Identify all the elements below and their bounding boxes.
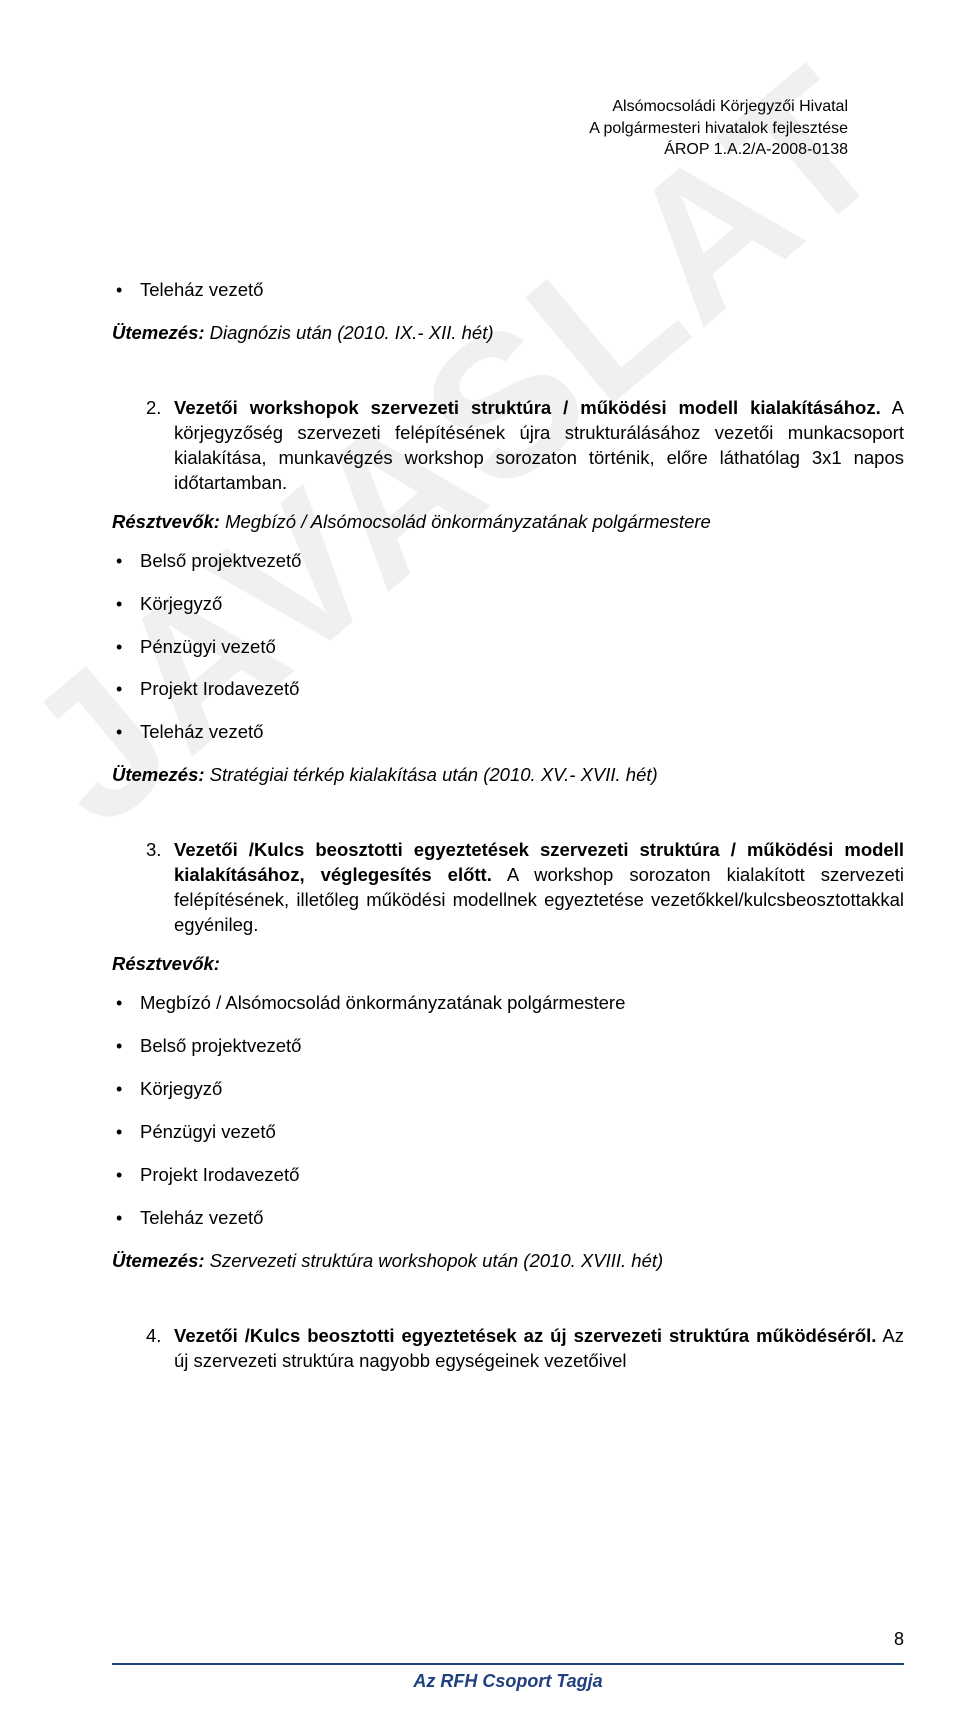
list-item: Teleház vezető <box>112 720 904 745</box>
bullet-list-3: Megbízó / Alsómocsolád önkormányzatának … <box>112 991 904 1231</box>
participants-label-2: Résztvevők: <box>112 952 904 977</box>
item-text: Vezetői /Kulcs beosztotti egyeztetések a… <box>174 1324 904 1374</box>
participants-text: Megbízó / Alsómocsolád önkormányzatának … <box>220 511 711 532</box>
schedule-label: Ütemezés: <box>112 322 205 343</box>
schedule-text: Diagnózis után (2010. IX.- XII. hét) <box>205 322 494 343</box>
participants-label: Résztvevők: <box>112 511 220 532</box>
bullet-list-2: Belső projektvezető Körjegyző Pénzügyi v… <box>112 549 904 746</box>
item-bold: Vezetői /Kulcs beosztotti egyeztetések a… <box>174 1325 876 1346</box>
item-number: 4. <box>146 1324 170 1374</box>
list-item: Körjegyző <box>112 592 904 617</box>
list-item: Teleház vezető <box>112 1206 904 1231</box>
list-item: Pénzügyi vezető <box>112 1120 904 1145</box>
numbered-item-3: 3. Vezetői /Kulcs beosztotti egyeztetése… <box>112 838 904 938</box>
schedule-line-1: Ütemezés: Diagnózis után (2010. IX.- XII… <box>112 321 904 346</box>
schedule-text: Stratégiai térkép kialakítása után (2010… <box>205 764 658 785</box>
schedule-line-2: Ütemezés: Stratégiai térkép kialakítása … <box>112 763 904 788</box>
participants-line-1: Résztvevők: Megbízó / Alsómocsolád önkor… <box>112 510 904 535</box>
numbered-item-4: 4. Vezetői /Kulcs beosztotti egyeztetése… <box>112 1324 904 1374</box>
bullet-list-top: Teleház vezető <box>112 278 904 303</box>
list-item: Projekt Irodavezető <box>112 1163 904 1188</box>
page: JAVASLAT Alsómocsoládi Körjegyzői Hivata… <box>0 0 960 1734</box>
schedule-label: Ütemezés: <box>112 764 205 785</box>
schedule-line-3: Ütemezés: Szervezeti struktúra workshopo… <box>112 1249 904 1274</box>
list-item: Megbízó / Alsómocsolád önkormányzatának … <box>112 991 904 1016</box>
item-text: Vezetői workshopok szervezeti struktúra … <box>174 396 904 496</box>
list-item: Pénzügyi vezető <box>112 635 904 660</box>
list-item: Belső projektvezető <box>112 1034 904 1059</box>
item-number: 3. <box>146 838 170 938</box>
content: Teleház vezető Ütemezés: Diagnózis után … <box>112 113 904 1374</box>
item-bold: Vezetői workshopok szervezeti struktúra … <box>174 397 881 418</box>
footer-divider <box>112 1663 904 1665</box>
item-text: Vezetői /Kulcs beosztotti egyeztetések s… <box>174 838 904 938</box>
item-number: 2. <box>146 396 170 496</box>
schedule-label: Ütemezés: <box>112 1250 205 1271</box>
list-item: Teleház vezető <box>112 278 904 303</box>
list-item: Körjegyző <box>112 1077 904 1102</box>
footer: Az RFH Csoport Tagja <box>0 1663 960 1692</box>
list-item: Belső projektvezető <box>112 549 904 574</box>
footer-text: Az RFH Csoport Tagja <box>112 1671 904 1692</box>
list-item: Projekt Irodavezető <box>112 677 904 702</box>
schedule-text: Szervezeti struktúra workshopok után (20… <box>205 1250 664 1271</box>
numbered-item-2: 2. Vezetői workshopok szervezeti struktú… <box>112 396 904 496</box>
page-number: 8 <box>894 1629 904 1650</box>
